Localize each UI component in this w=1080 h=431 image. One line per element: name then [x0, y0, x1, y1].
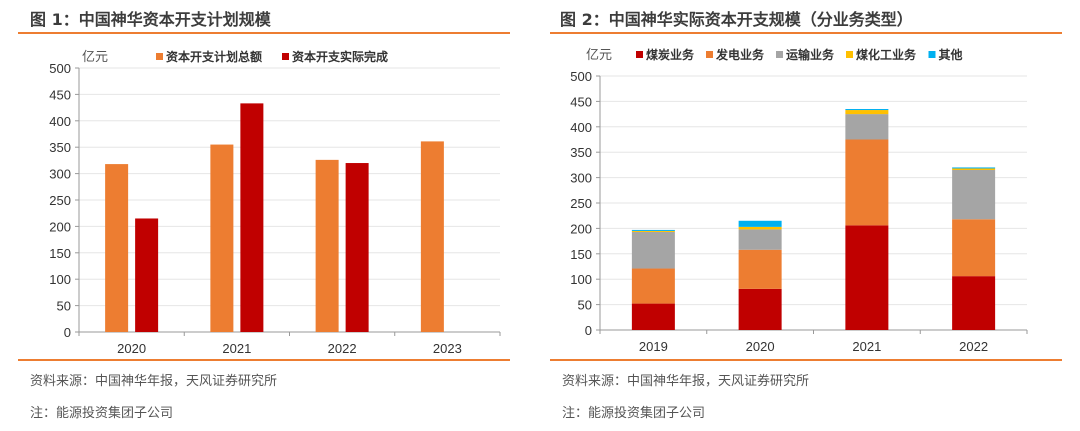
legend-label: 资本开支计划总额 — [166, 49, 262, 64]
figure1-note: 注：能源投资集团子公司 — [30, 406, 174, 421]
figure1-top-rule — [18, 32, 510, 34]
y-tick-label: 300 — [49, 167, 71, 182]
figure2-top-rule — [550, 32, 1062, 34]
bar-segment-煤炭业务-2020 — [738, 288, 782, 330]
figure2-bottom-rule — [550, 359, 1062, 361]
y-tick-label: 350 — [570, 145, 592, 160]
bar-资本开支实际完成-2022 — [345, 163, 369, 332]
figure2-note: 注：能源投资集团子公司 — [562, 406, 706, 421]
legend-swatch — [706, 51, 713, 58]
y-tick-label: 400 — [49, 114, 71, 129]
y-tick-label: 50 — [57, 299, 71, 314]
legend-swatch — [846, 51, 853, 58]
legend-label: 煤炭业务 — [646, 47, 695, 62]
bar-资本开支计划总额-2021 — [210, 144, 234, 332]
bar-segment-运输业务-2020 — [738, 229, 782, 250]
bar-segment-发电业务-2019 — [631, 268, 675, 304]
figure1-bottom-rule — [18, 359, 510, 361]
bar-segment-发电业务-2022 — [952, 219, 996, 277]
y-tick-label: 50 — [578, 298, 592, 313]
y-tick-label: 450 — [49, 87, 71, 102]
figure2-source: 资料来源：中国神华年报，天风证券研究所 — [562, 374, 810, 389]
x-tick-label: 2021 — [222, 341, 251, 356]
y-tick-label: 150 — [49, 246, 71, 261]
bar-segment-其他-2022 — [952, 167, 996, 169]
bar-segment-其他-2019 — [631, 229, 675, 231]
legend-swatch — [282, 53, 289, 60]
x-tick-label: 2019 — [639, 339, 668, 354]
y-tick-label: 150 — [570, 247, 592, 262]
y-tick-label: 450 — [570, 94, 592, 109]
y-tick-label: 350 — [49, 140, 71, 155]
x-tick-label: 2022 — [328, 341, 357, 356]
y-tick-label: 100 — [570, 272, 592, 287]
bar-segment-煤炭业务-2022 — [952, 276, 996, 330]
y-tick-label: 250 — [49, 193, 71, 208]
y-tick-label: 250 — [570, 196, 592, 211]
x-tick-label: 2022 — [959, 339, 988, 354]
legend-label: 煤化工业务 — [856, 47, 917, 62]
legend-label: 运输业务 — [786, 47, 835, 62]
y-tick-label: 0 — [64, 325, 71, 340]
y-tick-label: 300 — [570, 171, 592, 186]
figure2-title: 图 2：中国神华实际资本开支规模（分业务类型） — [560, 10, 913, 29]
y-tick-label: 200 — [570, 221, 592, 236]
bar-资本开支计划总额-2022 — [315, 159, 339, 332]
figure1-title: 图 1：中国神华资本开支计划规模 — [30, 10, 271, 29]
bar-segment-煤炭业务-2019 — [631, 303, 675, 330]
y-tick-label: 200 — [49, 219, 71, 234]
bar-资本开支计划总额-2023 — [420, 141, 444, 332]
x-tick-label: 2021 — [852, 339, 881, 354]
bar-segment-发电业务-2020 — [738, 249, 782, 289]
bar-segment-运输业务-2021 — [845, 114, 889, 140]
y-tick-label: 0 — [585, 323, 592, 338]
bar-资本开支实际完成-2020 — [135, 218, 159, 332]
bar-segment-煤化工业务-2020 — [738, 226, 782, 230]
legend-swatch — [928, 51, 936, 58]
x-tick-label: 2020 — [746, 339, 775, 354]
bar-segment-煤化工业务-2022 — [952, 168, 996, 170]
legend-swatch — [636, 51, 643, 58]
y-tick-label: 100 — [49, 272, 71, 287]
y-tick-label: 500 — [49, 61, 71, 76]
bar-segment-煤化工业务-2021 — [845, 110, 889, 115]
bar-segment-煤炭业务-2021 — [845, 225, 889, 330]
bar-segment-发电业务-2021 — [845, 139, 889, 226]
legend-label: 发电业务 — [715, 47, 765, 62]
unit-label: 亿元 — [586, 47, 612, 62]
y-tick-label: 400 — [570, 120, 592, 135]
legend-label: 其他 — [939, 47, 963, 62]
legend-swatch — [156, 53, 163, 60]
bar-segment-煤化工业务-2019 — [631, 230, 675, 232]
figure1-source: 资料来源：中国神华年报，天风证券研究所 — [30, 374, 278, 389]
bar-segment-其他-2021 — [845, 109, 889, 111]
bar-资本开支计划总额-2020 — [105, 164, 129, 332]
legend-label: 资本开支实际完成 — [292, 49, 388, 64]
bar-segment-运输业务-2022 — [952, 169, 996, 220]
unit-label: 亿元 — [82, 49, 108, 64]
legend-swatch — [776, 51, 783, 58]
y-tick-label: 500 — [570, 69, 592, 84]
bar-segment-运输业务-2019 — [631, 231, 675, 269]
x-tick-label: 2020 — [117, 341, 146, 356]
bar-资本开支实际完成-2021 — [240, 103, 264, 332]
x-tick-label: 2023 — [433, 341, 462, 356]
bar-segment-其他-2020 — [738, 220, 782, 227]
